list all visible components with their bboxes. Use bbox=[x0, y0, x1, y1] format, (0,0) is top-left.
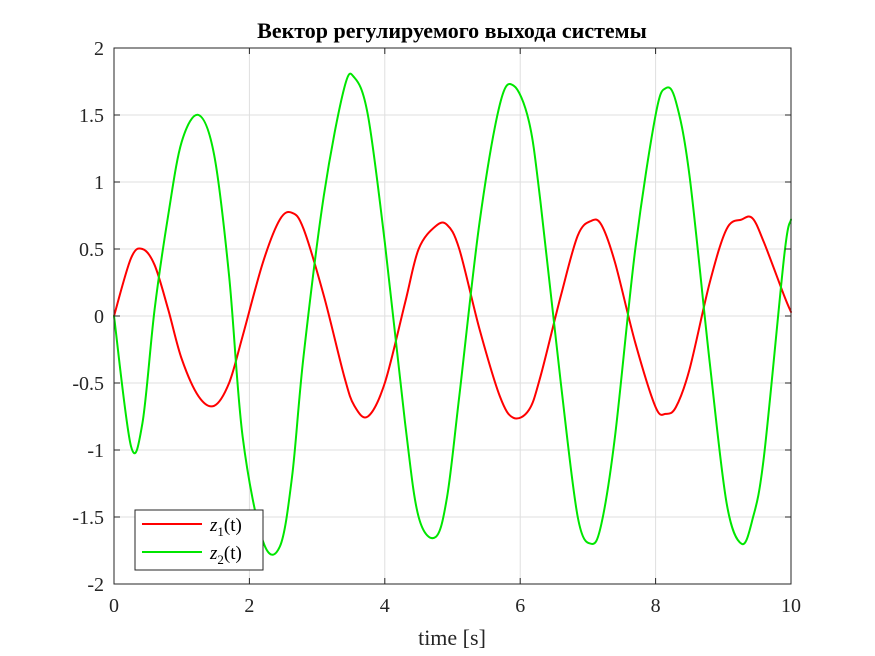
x-tick-label: 10 bbox=[781, 595, 801, 617]
legend-label-z2: z2(t) bbox=[209, 543, 242, 567]
chart-title: Вектор регулируемого выхода системы bbox=[257, 18, 647, 43]
legend-label-z1: z1(t) bbox=[209, 515, 242, 539]
y-tick-label: 1.5 bbox=[79, 105, 104, 127]
y-axis: -2 -1.5 -1 -0.5 0 0.5 1 1.5 2 bbox=[72, 38, 791, 596]
series-line-1 bbox=[113, 211, 792, 420]
x-tick-label: 6 bbox=[515, 595, 525, 617]
series-lines bbox=[113, 72, 792, 556]
legend-box bbox=[134, 509, 264, 571]
y-tick-label: 2 bbox=[94, 38, 104, 60]
x-tick-label: 8 bbox=[651, 595, 661, 617]
x-tick-label: 2 bbox=[244, 595, 254, 617]
x-axis-label: time [s] bbox=[418, 625, 486, 650]
y-tick-label: -1.5 bbox=[72, 507, 104, 529]
y-tick-label: 0 bbox=[94, 306, 104, 328]
x-tick-label: 0 bbox=[109, 595, 119, 617]
y-tick-label: -0.5 bbox=[72, 373, 104, 395]
series-line-2 bbox=[113, 72, 792, 556]
y-tick-label: -1 bbox=[87, 440, 104, 462]
x-tick-label: 4 bbox=[380, 595, 390, 617]
legend: z1(t) z2(t) bbox=[134, 509, 264, 571]
y-tick-label: 0.5 bbox=[79, 239, 104, 261]
x-axis: 0 2 4 6 8 10 bbox=[109, 48, 801, 617]
y-tick-label: -2 bbox=[87, 574, 104, 596]
y-tick-label: 1 bbox=[94, 172, 104, 194]
